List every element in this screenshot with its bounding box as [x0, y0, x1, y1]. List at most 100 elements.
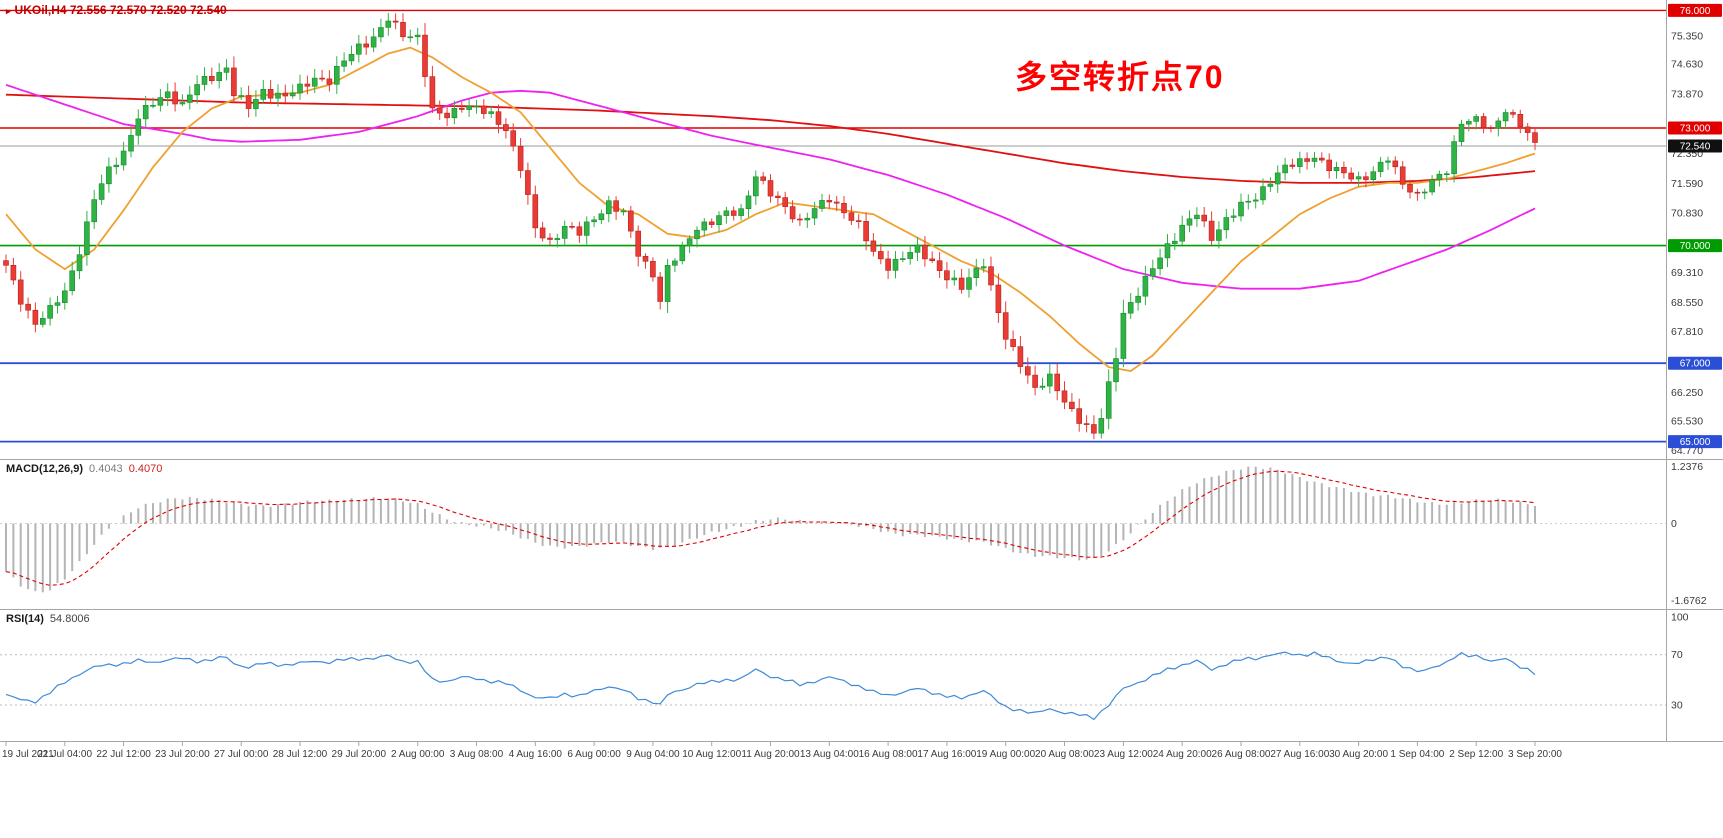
candle	[848, 212, 855, 221]
candle	[187, 94, 193, 103]
candle	[914, 244, 921, 253]
candle	[936, 260, 943, 272]
candle	[480, 105, 487, 114]
candle	[1429, 179, 1435, 193]
candle	[436, 107, 443, 114]
candle	[10, 264, 17, 281]
candle	[1186, 218, 1193, 226]
candle	[1025, 366, 1031, 376]
candle	[1142, 275, 1149, 297]
candle	[1002, 312, 1009, 340]
candle	[1113, 358, 1119, 383]
time-tick-label: 16 Aug 08:00	[859, 749, 918, 760]
rsi-tick-label: 100	[1671, 612, 1689, 624]
candle	[1458, 123, 1465, 142]
candle	[282, 92, 289, 97]
price-panel-plot[interactable]	[0, 0, 1666, 458]
time-tick-label: 20 Aug 08:00	[1035, 749, 1094, 760]
candle	[532, 194, 539, 229]
level-badge-65.000	[1668, 435, 1722, 449]
candle	[61, 290, 68, 303]
candle	[870, 240, 877, 252]
candle	[355, 43, 362, 55]
candle	[466, 105, 472, 110]
candle	[1098, 418, 1105, 434]
candle	[591, 219, 597, 223]
candle	[1407, 184, 1413, 193]
candle	[245, 95, 252, 109]
candle	[745, 195, 752, 209]
candle	[708, 221, 715, 225]
macd-axis[interactable]: 1.2376 0 -1.6762	[1671, 461, 1707, 607]
time-tick-label: 2 Aug 00:00	[391, 749, 445, 760]
candle	[1524, 126, 1531, 133]
candle	[333, 66, 340, 85]
candle	[811, 208, 818, 219]
price-tick-label: 71.590	[1671, 178, 1703, 190]
candle	[995, 284, 1002, 314]
candle	[1466, 121, 1472, 125]
candle	[164, 91, 171, 98]
candle	[885, 258, 891, 271]
macd-panel-plot[interactable]	[0, 460, 1666, 608]
price-axis[interactable]: 75.35074.63073.87072.35071.59070.83069.3…	[1668, 3, 1722, 457]
candle	[1260, 186, 1266, 201]
candle	[657, 276, 664, 302]
candle	[1164, 243, 1171, 259]
rsi-axis[interactable]: 100 70 30	[1671, 612, 1689, 712]
candle	[1510, 112, 1516, 115]
candle	[407, 36, 414, 39]
time-tick-label: 28 Jul 12:00	[273, 749, 328, 760]
candle	[1451, 141, 1457, 175]
rsi-tick-label: 70	[1671, 649, 1683, 661]
level-badge-label: 76.000	[1680, 6, 1711, 17]
candle	[789, 206, 796, 220]
candle	[297, 83, 303, 94]
candle	[804, 217, 811, 221]
price-tick-label: 67.810	[1671, 326, 1703, 338]
candle	[25, 303, 31, 311]
candle	[91, 199, 97, 223]
time-tick-label: 23 Aug 12:00	[1094, 749, 1153, 760]
candle	[194, 84, 200, 96]
candle	[98, 183, 105, 200]
candle	[826, 200, 833, 203]
candle	[797, 218, 803, 221]
candle	[32, 309, 39, 325]
rsi-panel-plot[interactable]	[0, 610, 1666, 741]
candle	[1047, 373, 1053, 387]
candle	[899, 258, 906, 260]
candle	[833, 201, 840, 204]
candle	[1399, 166, 1406, 185]
candle	[782, 197, 789, 207]
time-tick-label: 3 Aug 08:00	[450, 749, 504, 760]
candle	[561, 226, 568, 239]
macd-tick-label: -1.6762	[1671, 595, 1707, 607]
level-badge-label: 67.000	[1680, 359, 1711, 370]
price-tick-label: 66.250	[1671, 387, 1703, 399]
price-tick-label: 75.350	[1671, 30, 1703, 42]
candle	[863, 221, 869, 242]
candle	[216, 72, 222, 82]
candle	[1150, 268, 1156, 277]
time-tick-label: 24 Aug 20:00	[1153, 749, 1212, 760]
candle	[1282, 164, 1288, 174]
candle	[620, 210, 627, 213]
candle	[400, 21, 406, 38]
macd-tick-label: 0	[1671, 518, 1677, 530]
candle	[157, 97, 164, 106]
candle	[348, 53, 355, 62]
candle	[179, 102, 186, 105]
rsi-line	[5, 651, 1536, 721]
time-tick-label: 1 Sep 04:00	[1390, 749, 1444, 760]
candle	[326, 78, 333, 85]
candle	[1319, 157, 1325, 161]
candle	[1377, 161, 1384, 172]
level-badge-76.000	[1668, 3, 1722, 17]
candle	[238, 95, 244, 97]
candle	[1473, 116, 1479, 122]
candle	[1039, 385, 1046, 388]
candle	[1179, 224, 1185, 242]
